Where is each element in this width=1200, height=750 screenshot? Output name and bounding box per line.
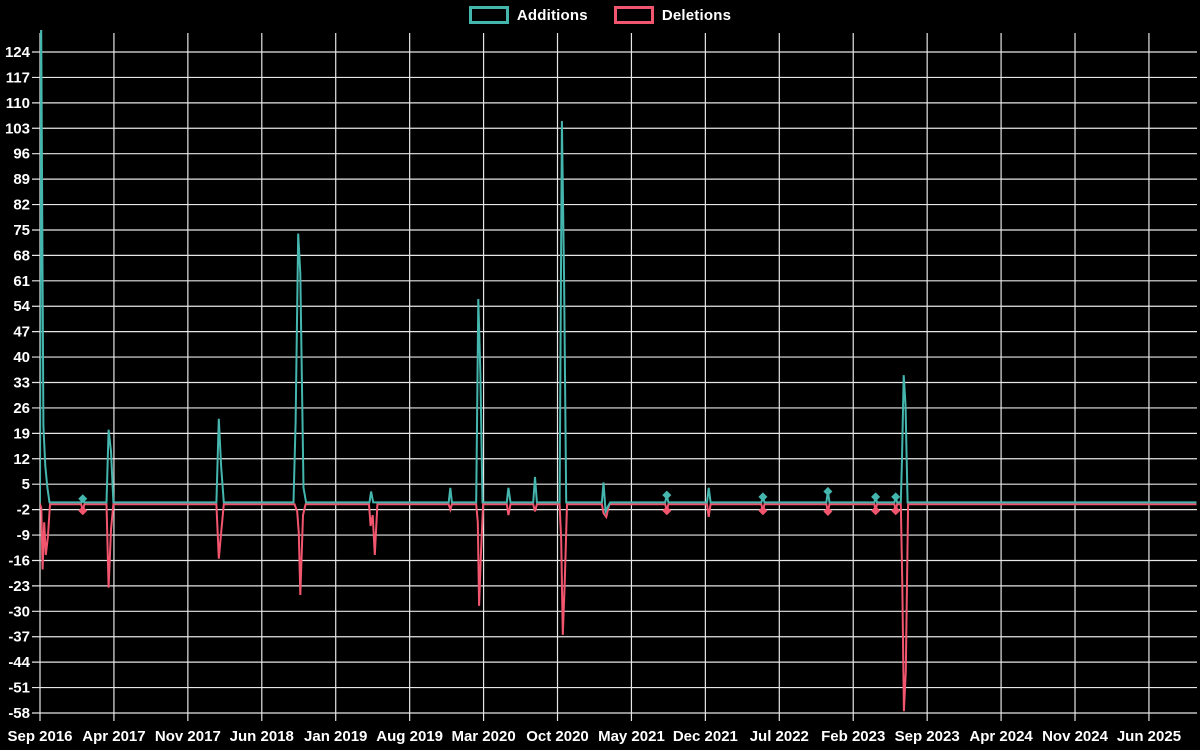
- x-tick-label: Apr 2024: [969, 728, 1033, 745]
- x-tick-label: Jan 2019: [304, 728, 367, 745]
- y-tick-label: 61: [13, 273, 30, 290]
- marker-diamond-deletions: [78, 506, 88, 516]
- marker-diamond-deletions: [871, 506, 881, 516]
- x-tick-label: Jun 2025: [1117, 728, 1181, 745]
- y-tick-label: -51: [8, 680, 30, 697]
- y-tick-label: 89: [13, 171, 30, 188]
- x-tick-label: Jun 2018: [230, 728, 294, 745]
- y-tick-label: 103: [5, 120, 30, 137]
- x-tick-label: Aug 2019: [376, 728, 443, 745]
- x-tick-label: Oct 2020: [526, 728, 589, 745]
- chart-legend: Additions Deletions: [0, 6, 1200, 24]
- marker-diamond-additions: [758, 492, 768, 502]
- y-tick-label: 12: [13, 451, 30, 468]
- marker-diamond-additions: [823, 486, 833, 496]
- y-tick-label: -16: [8, 552, 30, 569]
- y-tick-label: 47: [13, 324, 30, 341]
- marker-diamond-deletions: [662, 506, 672, 516]
- plot-area: [40, 30, 1197, 712]
- x-tick-label: Dec 2021: [673, 728, 738, 745]
- deletions-swatch-icon: [613, 6, 654, 24]
- marker-diamond-additions: [871, 492, 881, 502]
- y-tick-label: 110: [6, 95, 30, 112]
- y-tick-label: 75: [13, 222, 30, 239]
- series-line-additions: [40, 30, 1197, 516]
- marker-diamond-additions: [891, 492, 901, 502]
- y-tick-label: 68: [13, 247, 30, 264]
- y-tick-label: -44: [8, 654, 30, 671]
- marker-diamond-deletions: [758, 506, 768, 516]
- y-tick-label: -30: [8, 603, 30, 620]
- x-tick-label: Apr 2017: [82, 728, 145, 745]
- legend-item-deletions: Deletions: [613, 6, 732, 24]
- y-tick-label: -58: [8, 705, 30, 722]
- y-tick-label: -9: [17, 527, 30, 544]
- y-tick-label: -37: [8, 629, 30, 646]
- legend-label-deletions: Deletions: [661, 6, 732, 24]
- y-tick-label: 54: [13, 298, 30, 315]
- y-tick-label: -23: [8, 578, 30, 595]
- y-tick-label: 96: [13, 146, 30, 163]
- y-tick-label: 82: [13, 197, 30, 214]
- x-tick-label: Feb 2023: [821, 728, 885, 745]
- x-tick-label: Sep 2016: [7, 728, 72, 745]
- y-tick-label: 26: [13, 400, 30, 417]
- marker-diamond-additions: [662, 490, 672, 500]
- y-tick-label: 124: [5, 44, 31, 61]
- x-tick-label: Nov 2024: [1042, 728, 1109, 745]
- x-tick-label: May 2021: [598, 728, 665, 745]
- y-tick-label: -2: [17, 502, 30, 519]
- x-tick-label: Sep 2023: [895, 728, 960, 745]
- y-tick-label: 40: [13, 349, 30, 366]
- legend-item-additions: Additions: [468, 6, 588, 24]
- marker-diamond-deletions: [891, 506, 901, 516]
- y-tick-label: 33: [13, 375, 30, 392]
- y-tick-label: 5: [22, 476, 30, 493]
- y-tick-label: 117: [6, 69, 30, 86]
- marker-diamond-additions: [78, 494, 88, 504]
- legend-label-additions: Additions: [516, 6, 588, 24]
- gridlines: 124 117 110 103 96 89 82 75 68 61 54 47 40 33 26 19 12 5 -…: [5, 33, 1197, 745]
- additions-swatch-icon: [468, 6, 509, 24]
- x-tick-label: Jul 2022: [750, 728, 809, 745]
- marker-diamond-deletions: [823, 506, 833, 516]
- x-tick-label: Nov 2017: [155, 728, 221, 745]
- y-tick-label: 19: [13, 425, 30, 442]
- x-tick-label: Mar 2020: [451, 728, 515, 745]
